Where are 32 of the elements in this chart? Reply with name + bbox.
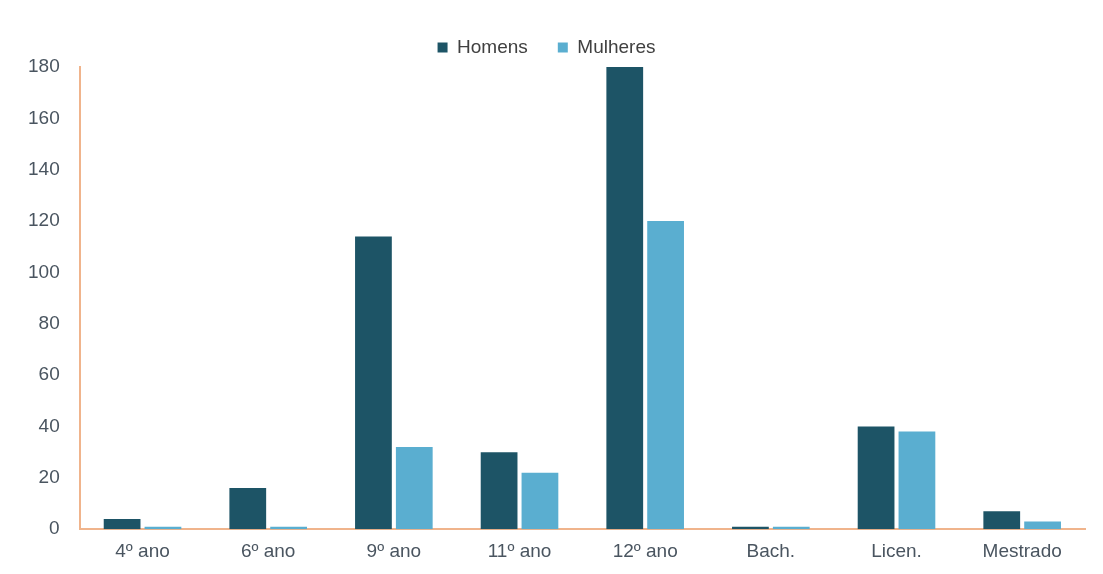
y-tick-label: 100 (28, 260, 60, 282)
x-tick-label: 11º ano (487, 539, 552, 561)
bar (606, 67, 644, 530)
y-tick-label: 120 (28, 209, 60, 231)
legend-label: Homens (457, 35, 528, 57)
x-tick-label: 12º ano (612, 539, 678, 561)
bar (983, 511, 1021, 530)
bar (480, 452, 518, 530)
y-tick-label: 80 (38, 312, 60, 334)
x-tick-label: 6º ano (240, 539, 296, 561)
y-tick-label: 0 (49, 517, 60, 539)
bar (857, 426, 895, 530)
y-tick-label: 40 (38, 414, 60, 436)
bar (647, 221, 684, 530)
x-tick-label: 4º ano (115, 539, 170, 561)
x-tick-label: Mestrado (982, 539, 1062, 561)
y-tick-label: 60 (38, 363, 60, 385)
bar (229, 488, 267, 530)
bar (898, 431, 936, 530)
y-tick-label: 20 (38, 466, 60, 488)
bar (395, 447, 433, 530)
bar (521, 472, 559, 530)
y-tick-label: 140 (28, 157, 60, 179)
x-tick-label: 9º ano (366, 539, 422, 561)
x-tick-label: Licen. (871, 539, 922, 561)
y-tick-label: 160 (28, 106, 60, 128)
legend-label: Mulheres (577, 35, 656, 57)
x-tick-label: Bach. (746, 539, 796, 561)
bar (355, 236, 392, 530)
bar (1024, 521, 1061, 530)
bar (103, 518, 141, 530)
y-tick-label: 180 (28, 55, 60, 77)
